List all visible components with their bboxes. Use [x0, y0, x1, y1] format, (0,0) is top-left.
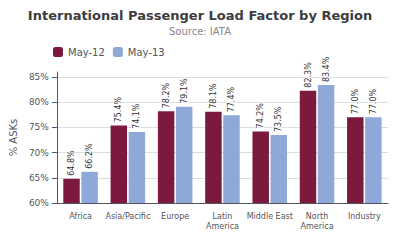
svg-text:77.4%: 77.4%	[227, 87, 236, 113]
svg-text:America: America	[206, 222, 239, 231]
svg-text:International Passenger Load F: International Passenger Load Factor by R…	[28, 8, 372, 23]
svg-text:Europe: Europe	[161, 212, 189, 221]
svg-text:America: America	[301, 222, 334, 231]
svg-text:North: North	[306, 212, 328, 221]
svg-text:83.4%: 83.4%	[322, 56, 331, 82]
svg-text:73.5%: 73.5%	[274, 106, 283, 132]
svg-text:% ASKs: % ASKs	[8, 119, 19, 157]
svg-text:64.8%: 64.8%	[67, 150, 76, 176]
svg-text:Industry: Industry	[348, 212, 381, 221]
svg-text:79.1%: 79.1%	[180, 78, 189, 104]
svg-text:74.1%: 74.1%	[132, 103, 141, 129]
svg-text:66.2%: 66.2%	[85, 143, 94, 169]
svg-text:Source: IATA: Source: IATA	[169, 26, 231, 37]
svg-text:70%: 70%	[29, 148, 49, 158]
svg-text:78.1%: 78.1%	[209, 83, 218, 109]
svg-text:65%: 65%	[29, 173, 49, 183]
svg-text:75.4%: 75.4%	[114, 97, 123, 123]
svg-text:Africa: Africa	[69, 212, 92, 221]
svg-text:60%: 60%	[29, 198, 49, 208]
svg-text:82.3%: 82.3%	[304, 62, 313, 88]
svg-text:85%: 85%	[29, 72, 49, 82]
svg-text:Latin: Latin	[213, 212, 233, 221]
svg-text:80%: 80%	[29, 97, 49, 107]
svg-text:77.0%: 77.0%	[369, 89, 378, 115]
svg-text:78.2%: 78.2%	[162, 82, 171, 108]
svg-text:74.2%: 74.2%	[256, 103, 265, 129]
svg-text:Asia/Pacific: Asia/Pacific	[105, 212, 150, 221]
svg-text:77.0%: 77.0%	[351, 89, 360, 115]
svg-text:May-12: May-12	[68, 47, 105, 58]
svg-text:May-13: May-13	[128, 47, 165, 58]
svg-text:Middle East: Middle East	[247, 212, 293, 221]
svg-text:75%: 75%	[29, 122, 49, 132]
